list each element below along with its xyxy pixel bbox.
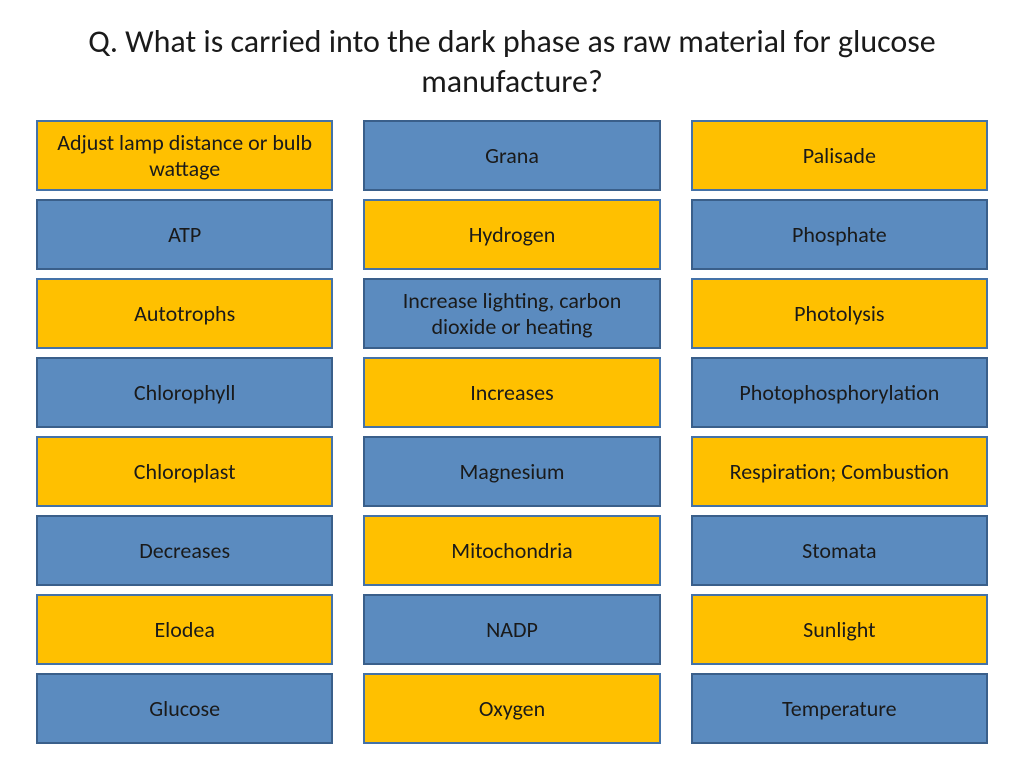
tile-label: Glucose <box>149 696 220 721</box>
answer-tile[interactable]: Glucose <box>36 673 333 744</box>
tile-label: Photolysis <box>794 301 884 326</box>
answer-tile[interactable]: Chloroplast <box>36 436 333 507</box>
answer-tile[interactable]: Sunlight <box>691 594 988 665</box>
tile-label: Increases <box>470 380 553 405</box>
column-1: Adjust lamp distance or bulb wattage ATP A… <box>36 120 333 744</box>
tile-label: Adjust lamp distance or bulb wattage <box>48 130 321 181</box>
answer-tile[interactable]: Phosphate <box>691 199 988 270</box>
tile-label: Phosphate <box>792 222 887 247</box>
tile-label: Increase lighting, carbon dioxide or hea… <box>375 288 648 339</box>
answer-tile[interactable]: Magnesium <box>363 436 660 507</box>
answer-tile[interactable]: Decreases <box>36 515 333 586</box>
tile-label: ATP <box>168 222 201 247</box>
tile-label: Decreases <box>139 538 230 563</box>
tile-label: Respiration; Combustion <box>730 459 949 484</box>
answer-tile[interactable]: Temperature <box>691 673 988 744</box>
tile-label: NADP <box>486 617 538 642</box>
answer-tile[interactable]: Respiration; Combustion <box>691 436 988 507</box>
answer-tile[interactable]: Hydrogen <box>363 199 660 270</box>
tile-label: Temperature <box>782 696 897 721</box>
tile-label: Hydrogen <box>469 222 556 247</box>
answer-tile[interactable]: Elodea <box>36 594 333 665</box>
answer-tile[interactable]: Grana <box>363 120 660 191</box>
answer-tile[interactable]: Palisade <box>691 120 988 191</box>
tile-label: Mitochondria <box>451 538 572 563</box>
answer-tile[interactable]: Oxygen <box>363 673 660 744</box>
tile-label: Oxygen <box>479 696 545 721</box>
tile-label: Stomata <box>802 538 876 563</box>
answer-tile[interactable]: Adjust lamp distance or bulb wattage <box>36 120 333 191</box>
answer-tile[interactable]: ATP <box>36 199 333 270</box>
tile-label: Elodea <box>154 617 214 642</box>
tile-label: Palisade <box>803 143 876 168</box>
column-3: Palisade Phosphate Photolysis Photophosphor… <box>691 120 988 744</box>
tile-label: Photophosphorylation <box>739 380 939 405</box>
answer-tile[interactable]: Photophosphorylation <box>691 357 988 428</box>
answer-tile[interactable]: Increase lighting, carbon dioxide or hea… <box>363 278 660 349</box>
tile-label: Chlorophyll <box>134 380 236 405</box>
tile-label: Chloroplast <box>134 459 236 484</box>
tile-label: Magnesium <box>459 459 564 484</box>
answer-tile[interactable]: Stomata <box>691 515 988 586</box>
tile-label: Autotrophs <box>134 301 235 326</box>
answer-tile[interactable]: Photolysis <box>691 278 988 349</box>
tile-label: Sunlight <box>803 617 875 642</box>
answer-tile[interactable]: NADP <box>363 594 660 665</box>
question-title: Q. What is carried into the dark phase a… <box>0 0 1024 120</box>
answer-tile[interactable]: Autotrophs <box>36 278 333 349</box>
answer-grid: Adjust lamp distance or bulb wattage ATP A… <box>0 120 1024 744</box>
answer-tile[interactable]: Increases <box>363 357 660 428</box>
column-2: Grana Hydrogen Increase lighting, carbon d… <box>363 120 660 744</box>
answer-tile[interactable]: Chlorophyll <box>36 357 333 428</box>
answer-tile[interactable]: Mitochondria <box>363 515 660 586</box>
tile-label: Grana <box>485 143 539 168</box>
